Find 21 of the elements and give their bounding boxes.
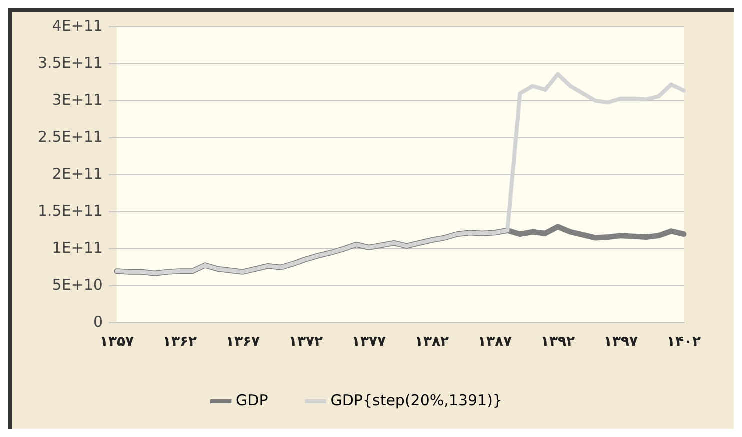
y-tick-label: 3.5E+11 — [38, 54, 103, 72]
x-tick-label: ۱۴۰۲ — [666, 334, 702, 350]
y-tick-label: 5E+10 — [52, 276, 103, 294]
x-tick-label: ۱۳۸۲ — [414, 334, 450, 350]
x-tick-label: ۱۳۵۷ — [100, 334, 135, 350]
x-tick-label: ۱۳۶۷ — [226, 334, 261, 350]
legend-label: GDP — [236, 391, 268, 410]
x-tick-label: ۱۳۷۷ — [352, 334, 387, 350]
x-tick-label: ۱۳۷۲ — [288, 334, 324, 350]
legend-label: GDP{step(20%,1391)} — [330, 391, 502, 410]
x-tick-label: ۱۳۹۷ — [604, 334, 639, 350]
y-tick-label: 4E+11 — [52, 16, 103, 35]
x-tick-label: ۱۳۶۲ — [162, 334, 198, 350]
x-tick-label: ۱۳۹۲ — [540, 334, 576, 350]
y-tick-label: 0 — [93, 313, 103, 332]
y-tick-label: 2E+11 — [52, 164, 103, 183]
y-tick-label: 1.5E+11 — [38, 202, 103, 220]
x-tick-label: ۱۳۸۷ — [478, 334, 513, 350]
y-tick-label: 3E+11 — [52, 90, 103, 109]
y-tick-label: 2.5E+11 — [38, 128, 103, 146]
y-tick-label: 1E+11 — [52, 239, 103, 258]
